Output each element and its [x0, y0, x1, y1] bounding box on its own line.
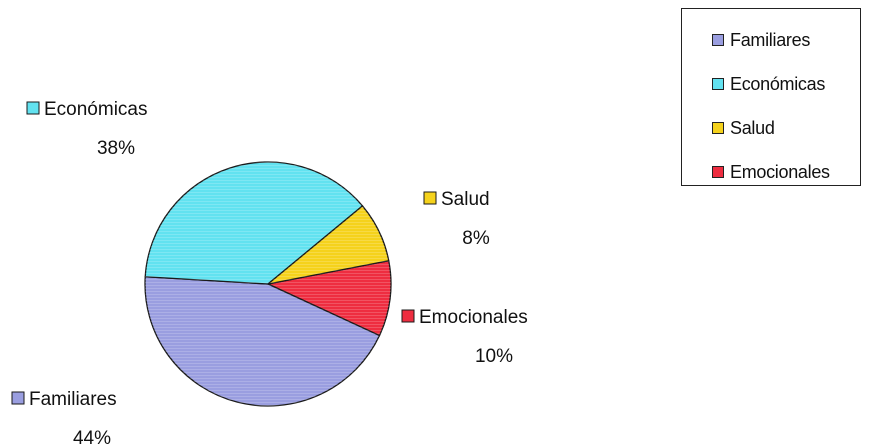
legend-item-salud: Salud — [712, 116, 775, 140]
legend-label-salud: Salud — [730, 117, 775, 138]
legend-item-emocionales: Emocionales — [712, 160, 830, 184]
legend-swatch-familiares — [712, 34, 724, 46]
legend-label-familiares: Familiares — [730, 29, 811, 50]
legend-item-familiares: Familiares — [712, 28, 810, 52]
legend-swatch-economicas — [712, 78, 724, 90]
pie-slice-texture-emocionales — [268, 260, 391, 336]
legend-swatch-emocionales — [712, 166, 724, 178]
pie-slice-texture-salud — [268, 205, 389, 284]
data-label-swatch-economicas — [26, 101, 40, 115]
pie-slice-texture-economicas — [145, 162, 363, 284]
data-label-swatch-salud — [423, 191, 437, 205]
pie-slice-texture-familiares — [145, 276, 380, 406]
data-label-pct-economicas: 38% — [97, 138, 135, 159]
data-label-swatch-familiares — [11, 391, 25, 405]
data-label-pct-salud: 8% — [462, 228, 490, 249]
legend-swatch-salud — [712, 122, 724, 134]
chart-legend: Familiares Económicas Salud Emocionales — [681, 8, 861, 186]
data-label-pct-familiares: 44% — [73, 428, 111, 446]
data-label-name-emocionales: Emocionales — [419, 307, 528, 328]
data-label-pct-emocionales: 10% — [475, 346, 513, 367]
legend-item-economicas: Económicas — [712, 72, 825, 96]
data-label-name-economicas: Económicas — [44, 99, 148, 120]
data-label-name-salud: Salud — [441, 189, 490, 210]
legend-label-economicas: Económicas — [730, 73, 826, 94]
data-label-name-familiares: Familiares — [29, 389, 117, 410]
data-label-swatch-emocionales — [401, 309, 415, 323]
legend-label-emocionales: Emocionales — [730, 161, 830, 182]
